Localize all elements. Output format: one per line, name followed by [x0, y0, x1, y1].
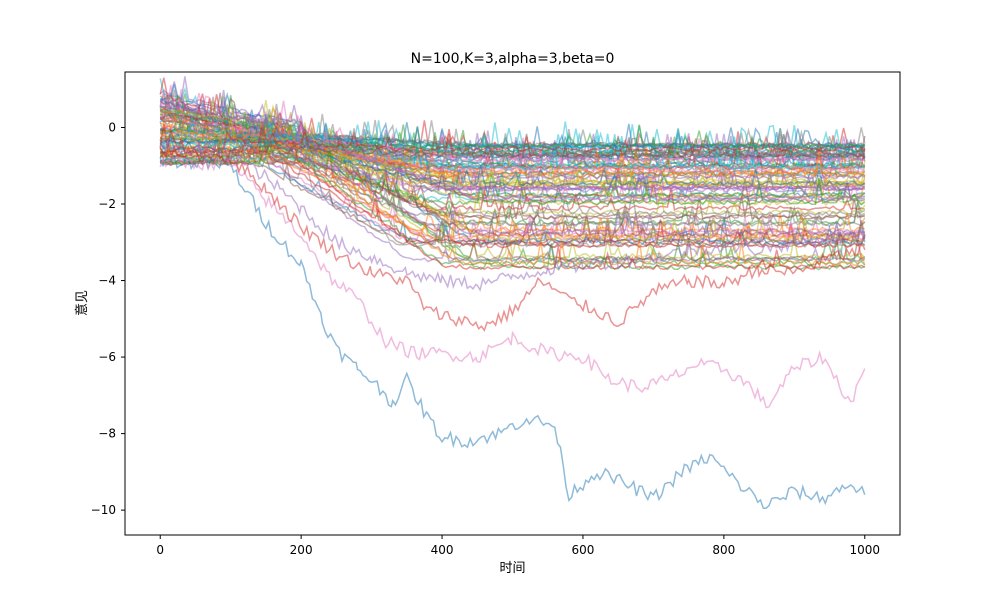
- agent-series-line: [160, 140, 866, 206]
- x-tick-label: 800: [712, 543, 735, 557]
- agent-series-line: [159, 89, 865, 236]
- y-tick-label: −8: [98, 427, 116, 441]
- chart-title: N=100,K=3,alpha=3,beta=0: [411, 51, 615, 67]
- agent-series-line: [160, 98, 866, 217]
- y-axis-label: 意见: [74, 290, 90, 316]
- agent-series-line: [160, 93, 865, 201]
- agent-series-line: [159, 122, 866, 153]
- x-tick-label: 200: [290, 543, 313, 557]
- y-tick-label: −10: [91, 503, 116, 517]
- x-axis: 0 200 400 600 800 1000: [156, 535, 880, 557]
- y-tick-label: −2: [98, 197, 116, 211]
- agent-blue-series-line: [159, 154, 866, 510]
- agent-purple-series-line: [159, 138, 866, 292]
- agent-red-series-line: [159, 143, 866, 333]
- x-axis-label: 时间: [499, 561, 525, 576]
- agent-series-line: [159, 123, 866, 159]
- y-tick-label: −4: [98, 274, 116, 288]
- y-tick-label: −6: [98, 350, 116, 364]
- y-axis: 0 −2 −4 −6 −8 −10: [91, 120, 125, 517]
- x-tick-label: 600: [572, 543, 595, 557]
- x-tick-label: 1000: [849, 543, 880, 557]
- x-tick-label: 400: [431, 543, 454, 557]
- series-layer: [159, 76, 866, 510]
- agent-pink-series-line: [159, 154, 866, 409]
- agent-series-line: [159, 129, 866, 160]
- agent-series-line: [160, 117, 865, 243]
- agent-series-line: [159, 133, 866, 184]
- y-tick-label: 0: [108, 120, 116, 134]
- agent-series-line: [160, 140, 866, 188]
- agent-series-line: [160, 135, 866, 271]
- agent-series-line: [160, 137, 866, 212]
- x-tick-label: 0: [156, 543, 164, 557]
- plot-frame: [124, 71, 901, 536]
